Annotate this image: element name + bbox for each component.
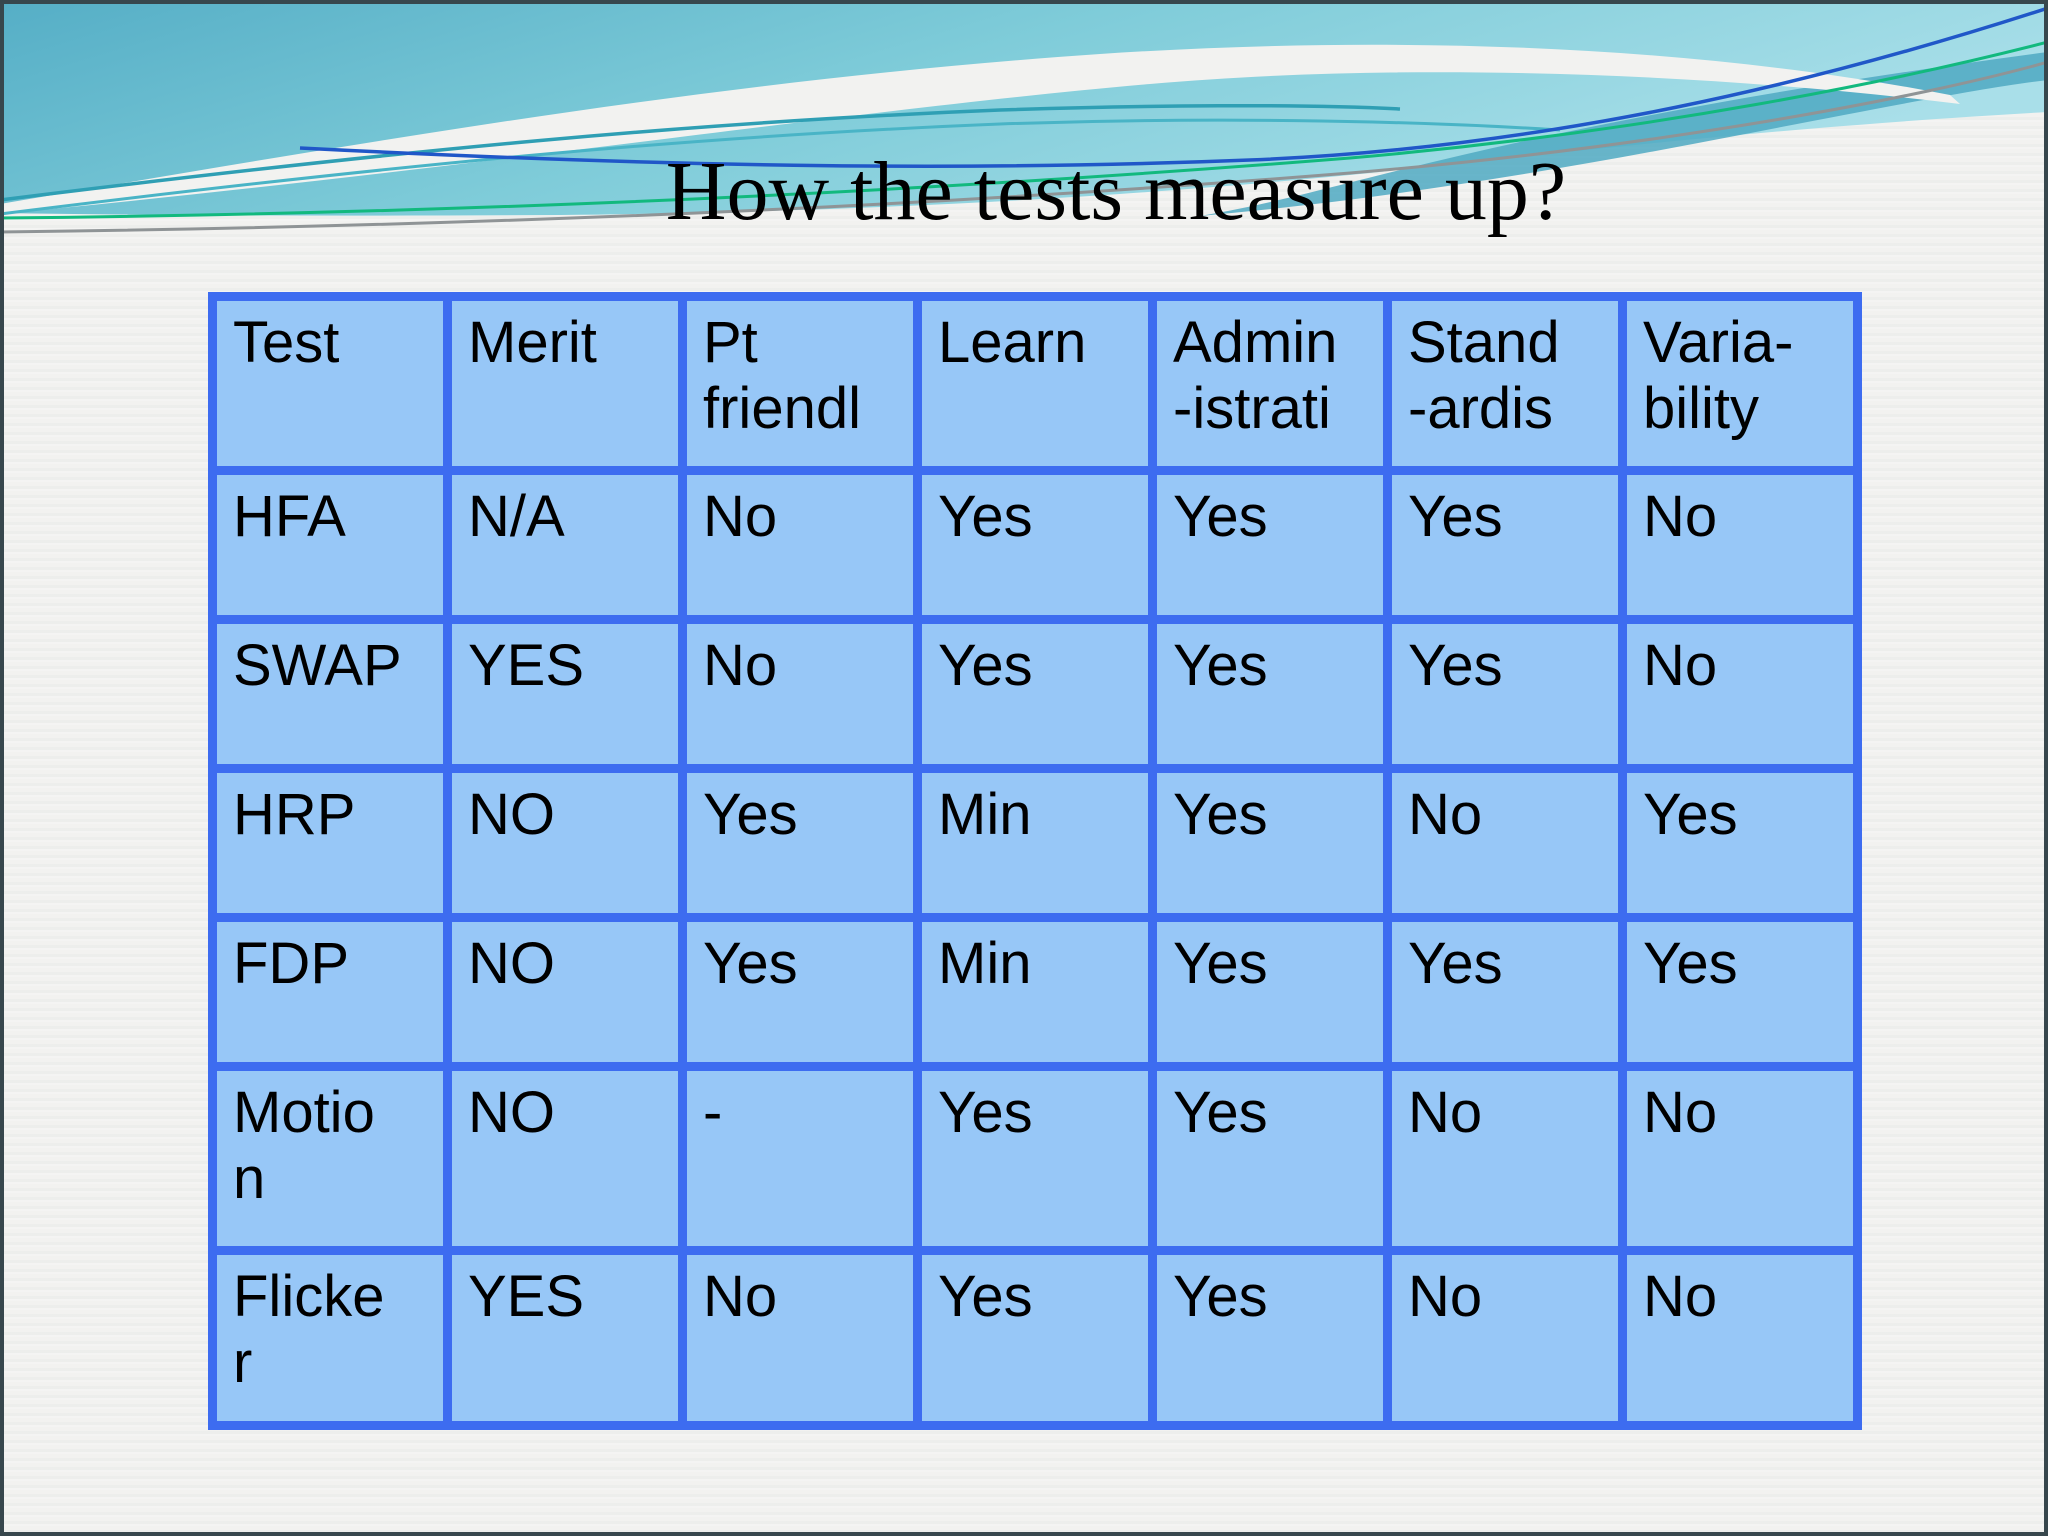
data-cell: No	[1627, 1255, 1853, 1421]
data-cell: Yes	[1157, 624, 1383, 764]
data-cell: No	[1627, 624, 1853, 764]
data-cell: No	[1627, 475, 1853, 615]
data-cell: Yes	[922, 475, 1148, 615]
data-cell: Yes	[1157, 475, 1383, 615]
data-cell: No	[1392, 1255, 1618, 1421]
data-cell: YES	[452, 624, 678, 764]
tests-table: Test Merit Pt friendl Learn Admin -istrati St…	[208, 292, 1862, 1430]
data-cell: -	[687, 1071, 913, 1246]
data-cell: No	[687, 624, 913, 764]
data-cell: Min	[922, 773, 1148, 913]
header-cell: Stand -ardis	[1392, 301, 1618, 466]
data-cell: Yes	[1157, 1255, 1383, 1421]
wave-decoration	[0, 0, 2048, 234]
data-cell: Yes	[1157, 1071, 1383, 1246]
data-cell: NO	[452, 773, 678, 913]
accent-line-teal-icon	[0, 103, 1401, 202]
header-cell: Varia- bility	[1627, 301, 1853, 466]
wave-white-band	[0, 44, 1960, 214]
accent-line-green-icon	[0, 40, 2048, 220]
accent-line-teal2-icon	[0, 118, 1561, 216]
data-cell: Yes	[687, 922, 913, 1062]
data-cell: Yes	[922, 624, 1148, 764]
wave-accent-band	[1200, 52, 2048, 216]
data-cell: Yes	[922, 1071, 1148, 1246]
data-cell: No	[1392, 773, 1618, 913]
header-cell: Merit	[452, 301, 678, 466]
header-cell: Pt friendl	[687, 301, 913, 466]
data-cell: No	[1627, 1071, 1853, 1246]
data-cell: Yes	[1157, 773, 1383, 913]
data-cell: NO	[452, 1071, 678, 1246]
header-cell: Test	[217, 301, 443, 466]
data-cell: No	[687, 475, 913, 615]
data-cell: No	[1392, 1071, 1618, 1246]
row-label-cell: SWAP	[217, 624, 443, 764]
data-cell: Yes	[922, 1255, 1148, 1421]
row-label-cell: FDP	[217, 922, 443, 1062]
header-cell: Learn	[922, 301, 1148, 466]
row-label-cell: HRP	[217, 773, 443, 913]
data-cell: Yes	[1392, 475, 1618, 615]
data-cell: Yes	[1392, 922, 1618, 1062]
accent-line-blue-icon	[299, 6, 2048, 168]
row-label-cell: Flicke r	[217, 1255, 443, 1421]
data-cell: No	[687, 1255, 913, 1421]
header-cell: Admin -istrati	[1157, 301, 1383, 466]
data-cell: YES	[452, 1255, 678, 1421]
data-cell: Yes	[1627, 773, 1853, 913]
data-cell: NO	[452, 922, 678, 1062]
data-cell: N/A	[452, 475, 678, 615]
data-cell: Yes	[687, 773, 913, 913]
data-cell: Min	[922, 922, 1148, 1062]
data-cell: Yes	[1157, 922, 1383, 1062]
row-label-cell: Motio n	[217, 1071, 443, 1246]
row-label-cell: HFA	[217, 475, 443, 615]
data-cell: Yes	[1392, 624, 1618, 764]
slide-title: How the tests measure up?	[665, 145, 1567, 238]
accent-line-gray-icon	[0, 60, 2048, 234]
data-cell: Yes	[1627, 922, 1853, 1062]
